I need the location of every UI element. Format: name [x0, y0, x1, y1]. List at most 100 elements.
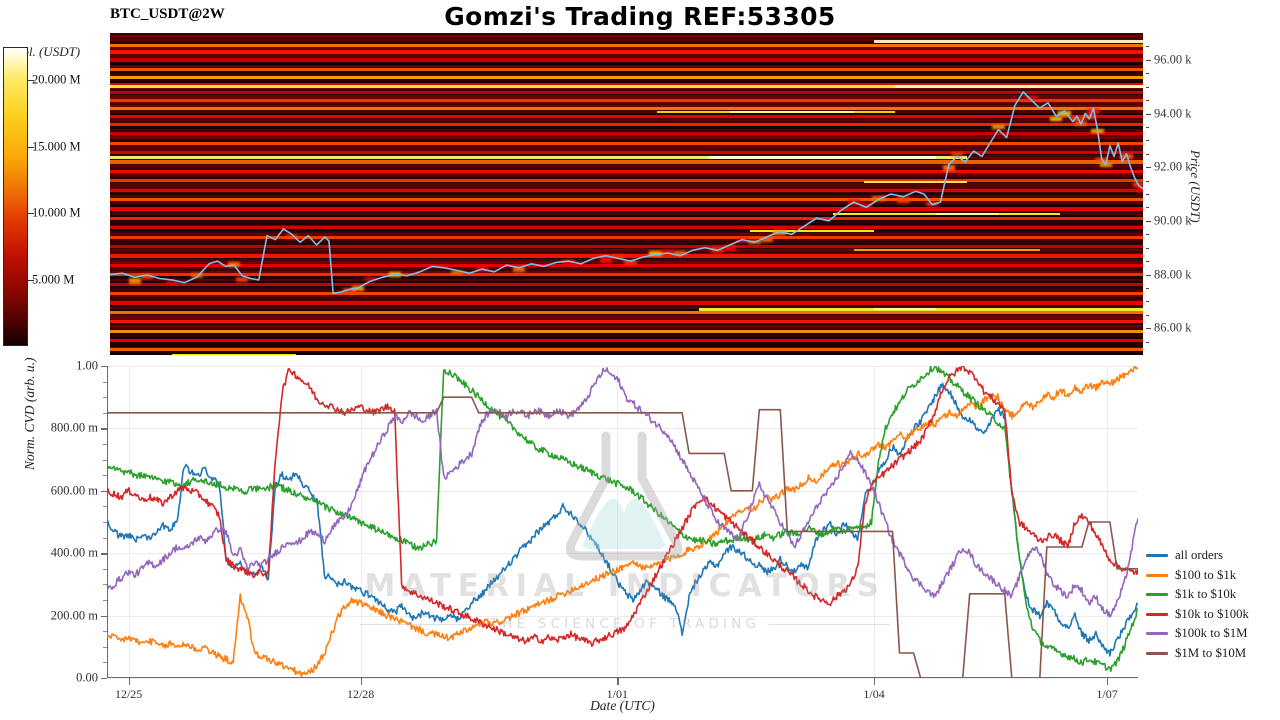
liquidity-heatmap[interactable]: [110, 33, 1143, 355]
heatmap-band: [110, 145, 1143, 147]
heatmap-band: [110, 305, 1143, 307]
heatmap-band: [853, 249, 1040, 251]
cvd-x-tick: [360, 678, 363, 685]
price-axis-minor-tick: [1146, 73, 1149, 75]
heatmap-band: [110, 139, 1143, 141]
heatmap-band: [110, 119, 1143, 121]
legend-item-100k-to-1m[interactable]: $100k to $1M: [1146, 624, 1278, 644]
heatmap-band: [110, 257, 1143, 259]
legend-item-1k-to-10k[interactable]: $1k to $10k: [1146, 585, 1278, 605]
price-axis-minor-tick: [1146, 100, 1149, 102]
heatmap-band: [110, 309, 1143, 311]
heatmap-band: [128, 277, 141, 285]
heatmap-band: [110, 137, 1143, 139]
cvd-line-10k-to-100k: [107, 366, 1138, 646]
price-axis-minor-tick: [1146, 234, 1149, 236]
price-axis-minor-tick: [1146, 167, 1149, 169]
cvd-y-tick: [101, 615, 107, 617]
cvd-y-minor-tick: [103, 568, 107, 570]
heatmap-band: [110, 53, 1143, 55]
heatmap-band: [110, 201, 1143, 203]
heatmap-band: [110, 279, 1143, 281]
heatmap-band: [110, 277, 1143, 279]
heatmap-band: [343, 287, 356, 294]
heatmap-band: [110, 287, 1143, 289]
heatmap-band: [110, 289, 1143, 291]
heatmap-band: [859, 203, 873, 209]
heatmap-band: [874, 308, 937, 311]
price-axis-minor-tick: [1146, 287, 1149, 289]
price-axis-tick-label: 96.00 k: [1154, 52, 1192, 67]
heatmap-band: [110, 195, 1143, 197]
heatmap-band: [110, 281, 1143, 283]
price-axis-minor-tick: [1146, 46, 1149, 48]
legend-swatch: [1146, 554, 1168, 558]
legend-item-all-orders[interactable]: all orders: [1146, 546, 1278, 566]
price-axis: 96.00 k 94.00 k 92.00 k 90.00 k 88.00 k 86.00…: [1146, 33, 1216, 355]
heatmap-band: [110, 71, 1143, 73]
heatmap-band: [110, 79, 1143, 81]
heatmap-band: [110, 121, 1143, 123]
legend-item-1m-to-10m[interactable]: $1M to $10M: [1146, 644, 1278, 664]
heatmap-band: [110, 271, 1143, 273]
price-axis-minor-tick: [1146, 328, 1149, 330]
heatmap-band: [110, 173, 1143, 175]
heatmap-band: [110, 163, 1143, 165]
heatmap-band: [110, 317, 1143, 319]
heatmap-band: [110, 58, 1143, 62]
cvd-line-100-to-1k: [107, 366, 1138, 677]
legend-item-100-to-1k[interactable]: $100 to $1k: [1146, 566, 1278, 586]
cvd-x-tick-label: 12/28: [346, 687, 375, 701]
price-axis-tick-label: 90.00 k: [1154, 213, 1192, 228]
cvd-y-minor-tick: [103, 646, 107, 648]
heatmap-band: [110, 75, 1143, 80]
cvd-x-tick-label: 12/25: [114, 687, 143, 701]
cvd-line-100k-to-1m: [107, 368, 1138, 617]
heatmap-band: [110, 109, 1143, 111]
heatmap-band: [110, 191, 1143, 193]
heatmap-band: [110, 244, 1143, 249]
heatmap-band: [110, 49, 1143, 51]
heatmap-band: [110, 231, 1143, 233]
cvd-y-minor-tick: [103, 412, 107, 414]
heatmap-band: [110, 233, 1143, 235]
price-axis-minor-tick: [1146, 274, 1149, 276]
cvd-y-minor-tick: [103, 522, 107, 523]
heatmap-band: [110, 93, 1143, 95]
heatmap-band: [110, 241, 1143, 243]
legend-item-10k-to-100k[interactable]: $10k to $100k: [1146, 605, 1278, 625]
cvd-legend[interactable]: all orders $100 to $1k $1k to $10k $10k to …: [1146, 546, 1278, 663]
heatmap-band: [110, 198, 1143, 202]
colorbar-tick-label: 20.000 M: [32, 72, 81, 87]
price-axis-minor-tick: [1146, 207, 1149, 209]
heatmap-band: [171, 353, 296, 355]
cvd-y-minor-tick: [103, 600, 107, 601]
cvd-gridline-v: [874, 366, 876, 678]
price-axis-minor-tick: [1146, 180, 1149, 182]
heatmap-band: [1136, 186, 1143, 193]
heatmap-band: [110, 97, 1143, 99]
cvd-y-tick: [101, 366, 107, 368]
price-axis-tick-label: 86.00 k: [1154, 320, 1192, 335]
colorbar-tick: [28, 279, 34, 281]
heatmap-band: [110, 156, 968, 160]
heatmap-band: [729, 110, 854, 113]
heatmap-band: [110, 226, 1143, 230]
heatmap-band: [110, 149, 1143, 151]
heatmap-band: [110, 333, 1143, 335]
heatmap-band: [512, 267, 526, 273]
price-axis-minor-tick: [1146, 59, 1149, 61]
legend-swatch: [1146, 593, 1168, 597]
heatmap-band: [110, 273, 1143, 277]
heatmap-band: [110, 235, 1143, 239]
heatmap-band: [110, 335, 1143, 337]
heatmap-band: [950, 151, 964, 156]
price-axis-minor-tick: [1146, 194, 1149, 195]
heatmap-band: [110, 37, 1143, 39]
heatmap-band: [450, 270, 464, 275]
heatmap-band: [110, 347, 1143, 349]
heatmap-band: [110, 351, 1143, 353]
heatmap-band: [110, 297, 1143, 299]
cvd-chart[interactable]: 1.00 800.00 m 600.00 m 400.00 m 200.00 m 0.00…: [51, 359, 1138, 701]
heatmap-band: [110, 323, 1143, 325]
